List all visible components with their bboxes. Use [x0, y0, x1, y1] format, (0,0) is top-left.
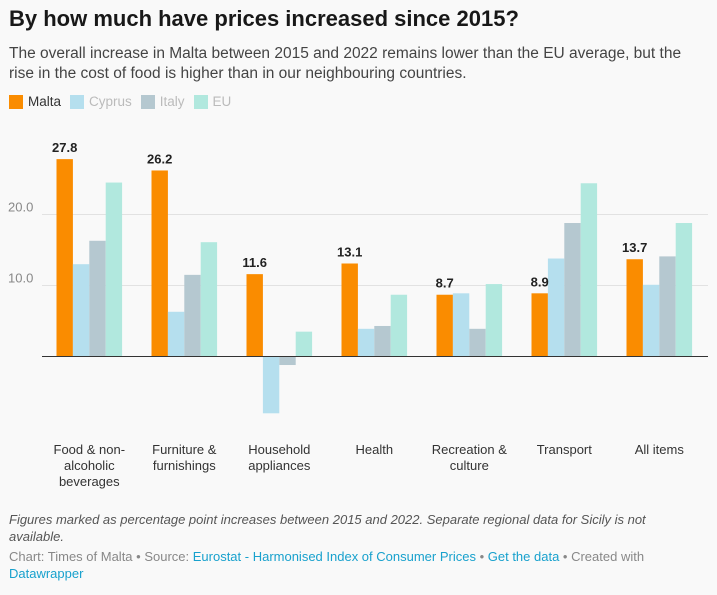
bar-italy [279, 356, 296, 366]
category-label: Recreation & [432, 442, 507, 457]
datawrapper-link[interactable]: Datawrapper [9, 566, 84, 581]
legend-swatch-italy [140, 94, 155, 109]
bar-malta [531, 293, 548, 357]
category-label: Furniture & [152, 442, 217, 457]
bar-italy [184, 274, 201, 357]
bar-eu [390, 294, 408, 357]
footer-created-with: • Created with [559, 549, 645, 564]
legend-label-cyprus: Cyprus [89, 94, 132, 109]
category-label: culture [450, 458, 489, 473]
data-label-malta: 13.7 [622, 240, 647, 255]
category-label: Household [248, 442, 310, 457]
bar-cyprus [72, 264, 90, 357]
legend-item-cyprus[interactable]: Cyprus [70, 94, 132, 109]
bar-cyprus [262, 356, 280, 414]
bar-eu [295, 331, 313, 357]
category-label: furnishings [153, 458, 216, 473]
data-label-malta: 8.7 [436, 276, 454, 291]
data-label-malta: 8.9 [531, 274, 549, 289]
data-label-malta: 13.1 [337, 244, 362, 259]
bar-eu [580, 183, 598, 357]
category-label: All items [635, 442, 685, 457]
y-tick-label: 20.0 [8, 200, 33, 215]
bar-cyprus [357, 328, 375, 357]
bar-chart: 10.0 20.0 27.8 26.2 11.6 13.1 8.7 8.9 13.7 Food &… [8, 140, 708, 489]
bar-italy [374, 325, 391, 357]
legend-swatch-malta [9, 94, 23, 109]
bar-cyprus [547, 258, 565, 357]
bar-malta [151, 170, 168, 357]
category-label: Health [356, 442, 394, 457]
bar-malta [341, 263, 358, 357]
bar-malta [626, 259, 643, 357]
bar-malta [246, 274, 263, 357]
bar-cyprus [642, 284, 660, 357]
chart-notes: Figures marked as percentage point incre… [9, 512, 646, 544]
category-label: alcoholic [64, 458, 115, 473]
legend-label-malta: Malta [28, 94, 62, 109]
legend-swatch-cyprus [70, 94, 85, 109]
footer-credit: Chart: Times of Malta • Source: [9, 549, 193, 564]
legend: Malta Cyprus Italy EU [9, 94, 240, 109]
bar-italy [89, 240, 106, 357]
category-label: beverages [59, 474, 120, 489]
source-link[interactable]: Eurostat - Harmonised Index of Consumer … [192, 549, 476, 564]
bar-malta [56, 159, 73, 357]
bar-italy [469, 328, 486, 357]
legend-item-eu[interactable]: EU [193, 94, 232, 109]
category-label: appliances [248, 458, 311, 473]
bar-italy [659, 256, 676, 357]
bar-italy [564, 223, 581, 357]
data-label-malta: 27.8 [52, 140, 77, 155]
data-label-malta: 11.6 [242, 255, 267, 270]
legend-label-italy: Italy [159, 94, 185, 109]
bar-eu [675, 223, 693, 357]
chart-footer: Chart: Times of Malta • Source: Eurostat… [9, 548, 699, 582]
bar-cyprus [167, 311, 185, 357]
bar-eu [200, 242, 218, 357]
legend-label-eu: EU [212, 94, 232, 109]
get-data-link[interactable]: Get the data [487, 549, 560, 564]
footer-separator: • [475, 549, 488, 564]
legend-item-malta[interactable]: Malta [9, 94, 61, 109]
legend-item-italy[interactable]: Italy [140, 94, 185, 109]
chart-subtitle: The overall increase in Malta between 20… [9, 45, 682, 82]
bar-eu [485, 284, 503, 357]
category-label: Transport [537, 442, 593, 457]
bar-cyprus [452, 293, 470, 357]
category-label: Food & non- [54, 442, 126, 457]
y-tick-label: 10.0 [8, 271, 33, 286]
data-label-malta: 26.2 [147, 151, 172, 166]
legend-swatch-eu [193, 94, 208, 109]
bar-eu [105, 182, 123, 357]
bar-malta [436, 294, 453, 357]
chart-title: By how much have prices increased since … [9, 6, 519, 31]
